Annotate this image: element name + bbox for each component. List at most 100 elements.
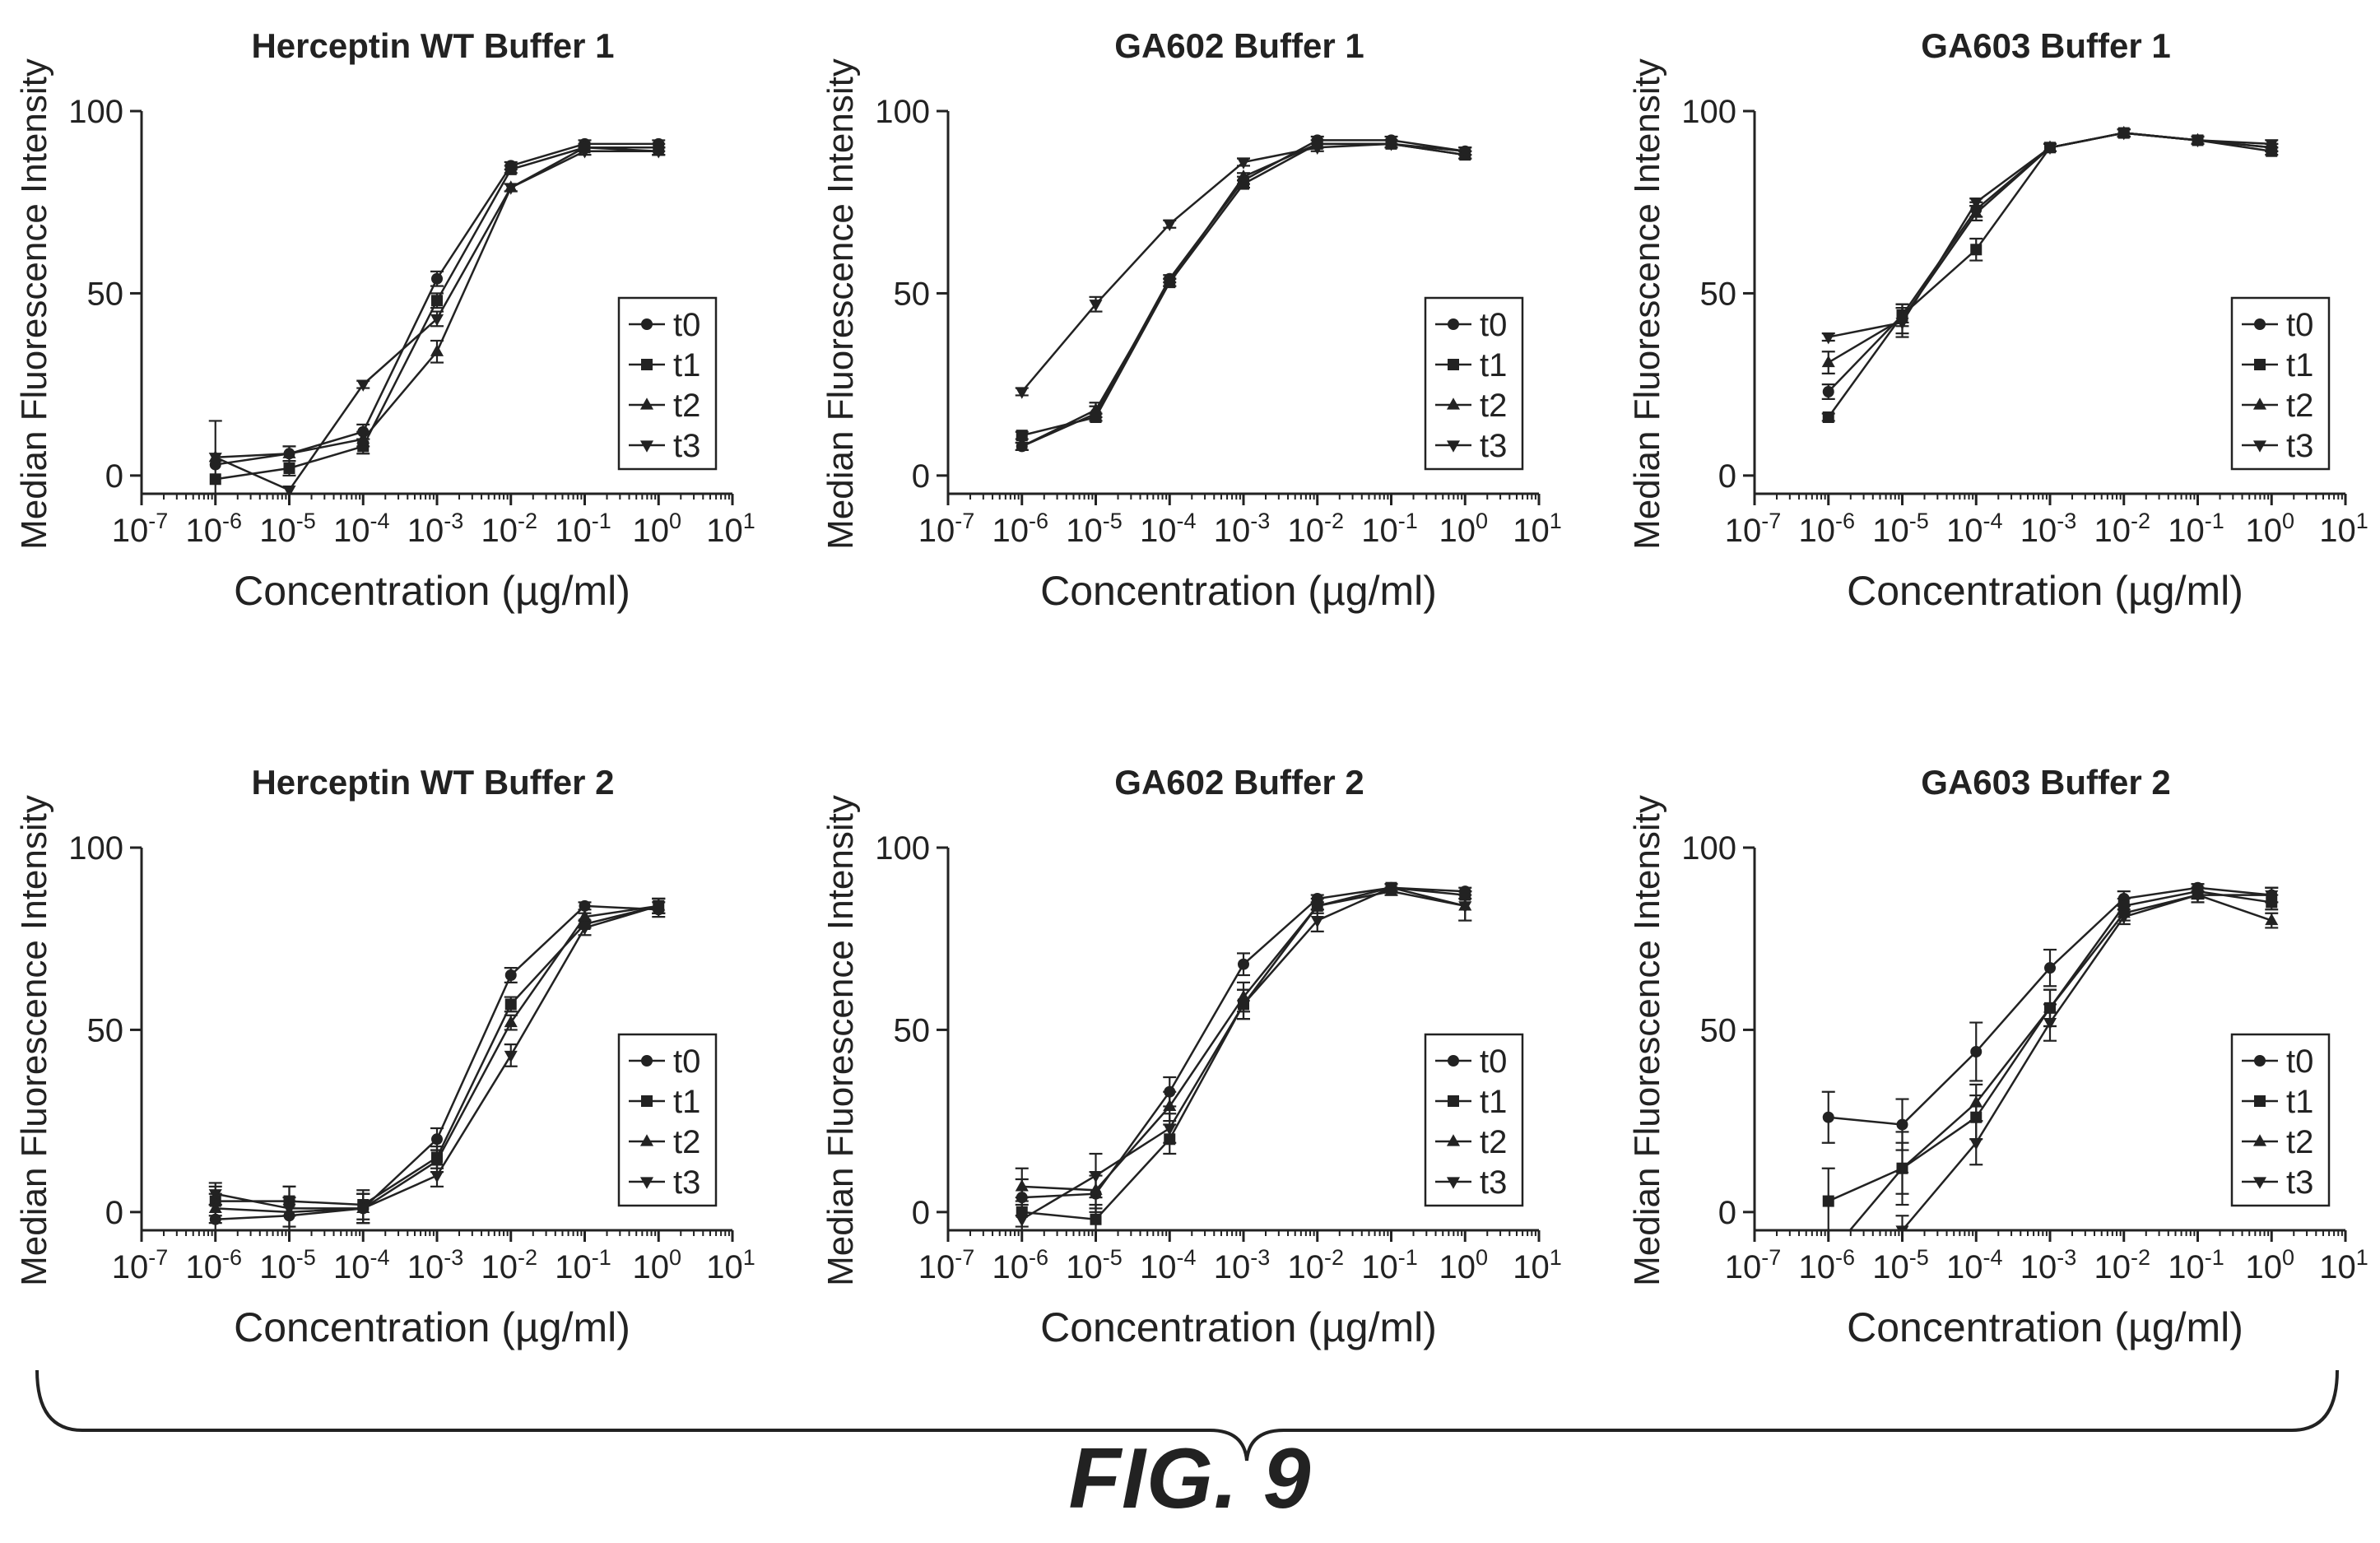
data-point-t3 xyxy=(652,901,666,913)
y-tick-label: 0 xyxy=(105,458,123,495)
x-tick-label: 10-2 xyxy=(481,509,537,549)
data-point-t2 xyxy=(1015,1179,1029,1192)
legend-label-t2: t2 xyxy=(673,388,700,424)
data-point-t0 xyxy=(579,899,591,912)
data-point-t3 xyxy=(356,379,370,392)
chart-svg-2: GA602 Buffer 1 0 50 100 10-7 10-6 10-5 10-4 10-3… xyxy=(820,26,1562,614)
data-point-t1 xyxy=(283,462,295,474)
legend-marker-t3 xyxy=(639,440,654,453)
x-tick-label: 101 xyxy=(2319,1245,2368,1285)
x-tick-label: 10-7 xyxy=(1725,509,1782,549)
data-point-t3 xyxy=(1310,915,1324,928)
data-point-t3 xyxy=(1163,219,1177,232)
data-point-t3 xyxy=(2191,135,2205,148)
data-point-t3 xyxy=(1384,139,1398,151)
x-tick-label: 10-7 xyxy=(918,509,975,549)
legend-marker-t2 xyxy=(1446,1134,1461,1146)
data-point-t1 xyxy=(431,295,443,307)
y-tick-label: 100 xyxy=(1681,94,1736,130)
data-point-t2 xyxy=(1895,1160,1909,1174)
data-point-t3 xyxy=(1236,999,1251,1012)
data-point-t3 xyxy=(430,314,444,327)
x-tick-label: 10-2 xyxy=(2094,509,2150,549)
x-tick-label: 10-6 xyxy=(1798,1245,1855,1285)
data-point-t3 xyxy=(1969,198,1983,210)
x-tick-label: 10-5 xyxy=(1066,509,1123,549)
legend-label-t2: t2 xyxy=(2286,388,2313,424)
legend-marker-t2 xyxy=(639,1134,654,1146)
x-tick-label: 10-5 xyxy=(1872,509,1929,549)
data-point-t3 xyxy=(282,485,296,494)
data-point-t0 xyxy=(2044,962,2056,974)
data-point-t0 xyxy=(1822,386,1834,397)
chart-panel-3: GA603 Buffer 1 0 50 100 10-7 10-6 10-5 10-4 10-3… xyxy=(1613,0,2380,638)
x-tick-label: 10-6 xyxy=(1798,509,1855,549)
legend-label-t0: t0 xyxy=(1480,1043,1507,1080)
y-tick-label: 50 xyxy=(87,1012,124,1048)
x-axis-label: Concentration (µg/ml) xyxy=(1847,1304,2243,1350)
x-tick-label: 10-2 xyxy=(1287,1245,1344,1285)
chart-svg-1: Herceptin WT Buffer 1 0 50 100 10-7 10-6 10-5 1… xyxy=(14,26,755,614)
data-point-t3 xyxy=(1089,300,1103,312)
x-axis-label: Concentration (µg/ml) xyxy=(1847,568,2243,614)
data-point-t3 xyxy=(1458,901,1472,913)
x-tick-label: 10-7 xyxy=(1725,1245,1782,1285)
legend-label-t3: t3 xyxy=(2286,1164,2313,1201)
data-point-t3 xyxy=(1310,142,1324,156)
legend-label-t2: t2 xyxy=(1480,1124,1507,1160)
x-tick-label: 10-1 xyxy=(2168,509,2224,549)
data-point-t2 xyxy=(1969,1095,1983,1108)
x-tick-label: 10-4 xyxy=(333,1245,390,1285)
data-point-t1 xyxy=(1822,1195,1834,1207)
x-tick-label: 101 xyxy=(706,509,755,549)
legend-marker-t2 xyxy=(639,397,654,410)
series-t3 xyxy=(1015,883,1472,1230)
data-point-t2 xyxy=(1163,1099,1177,1112)
chart-svg-5: GA602 Buffer 2 0 50 100 10-7 10-6 10-5 10-4 10-3… xyxy=(820,763,1562,1350)
data-point-t1 xyxy=(1970,244,1983,256)
y-tick-label: 0 xyxy=(912,1195,930,1231)
data-point-t2 xyxy=(430,344,444,356)
legend-label-t2: t2 xyxy=(1480,388,1507,424)
data-point-t3 xyxy=(2265,139,2279,151)
legend-marker-t0 xyxy=(2254,318,2266,330)
series-t3 xyxy=(1821,128,2279,345)
chart-panel-6: GA603 Buffer 2 0 50 100 10-7 10-6 10-5 10-4 10-3… xyxy=(1613,737,2380,1374)
data-point-t3 xyxy=(504,183,518,195)
series-t3 xyxy=(1015,139,1472,399)
x-tick-label: 100 xyxy=(2245,1245,2294,1285)
x-tick-label: 10-5 xyxy=(259,509,316,549)
data-point-t3 xyxy=(2265,890,2279,903)
data-point-t3 xyxy=(2043,1017,2057,1030)
x-tick-label: 100 xyxy=(632,509,681,549)
legend-box xyxy=(617,296,718,471)
data-point-t3 xyxy=(1458,146,1472,159)
data-point-t3 xyxy=(208,1189,222,1201)
data-point-t2 xyxy=(1089,402,1103,415)
chart-panel-5: GA602 Buffer 2 0 50 100 10-7 10-6 10-5 10-4 10-3… xyxy=(807,737,1597,1374)
x-tick-label: 10-1 xyxy=(555,509,611,549)
legend-marker-t3 xyxy=(639,1177,654,1189)
data-point-t3 xyxy=(208,453,222,465)
plot-area xyxy=(208,137,666,494)
x-axis-label: Concentration (µg/ml) xyxy=(1040,568,1437,614)
data-point-t2 xyxy=(578,909,592,922)
data-point-t1 xyxy=(504,998,517,1011)
x-tick-label: 10-4 xyxy=(1140,1245,1197,1285)
x-tick-label: 101 xyxy=(706,1245,755,1285)
grouping-brace-path xyxy=(35,1369,2339,1462)
legend-box xyxy=(2230,296,2331,471)
y-axis-label: Median Fluorescence Intensity xyxy=(14,795,54,1286)
data-point-t3 xyxy=(1384,883,1398,895)
data-point-t1 xyxy=(1016,430,1028,442)
legend-marker-t3 xyxy=(2252,1177,2267,1189)
x-axis-label: Concentration (µg/ml) xyxy=(234,568,630,614)
x-tick-label: 101 xyxy=(1513,509,1562,549)
x-tick-label: 10-1 xyxy=(1361,509,1418,549)
legend-marker-t0 xyxy=(2254,1055,2266,1067)
legend-label-t2: t2 xyxy=(673,1124,700,1160)
plot-area xyxy=(1821,881,2279,1230)
legend-marker-t2 xyxy=(2252,397,2267,410)
y-axis-label: Median Fluorescence Intensity xyxy=(14,58,54,550)
data-point-t2 xyxy=(1310,899,1324,911)
